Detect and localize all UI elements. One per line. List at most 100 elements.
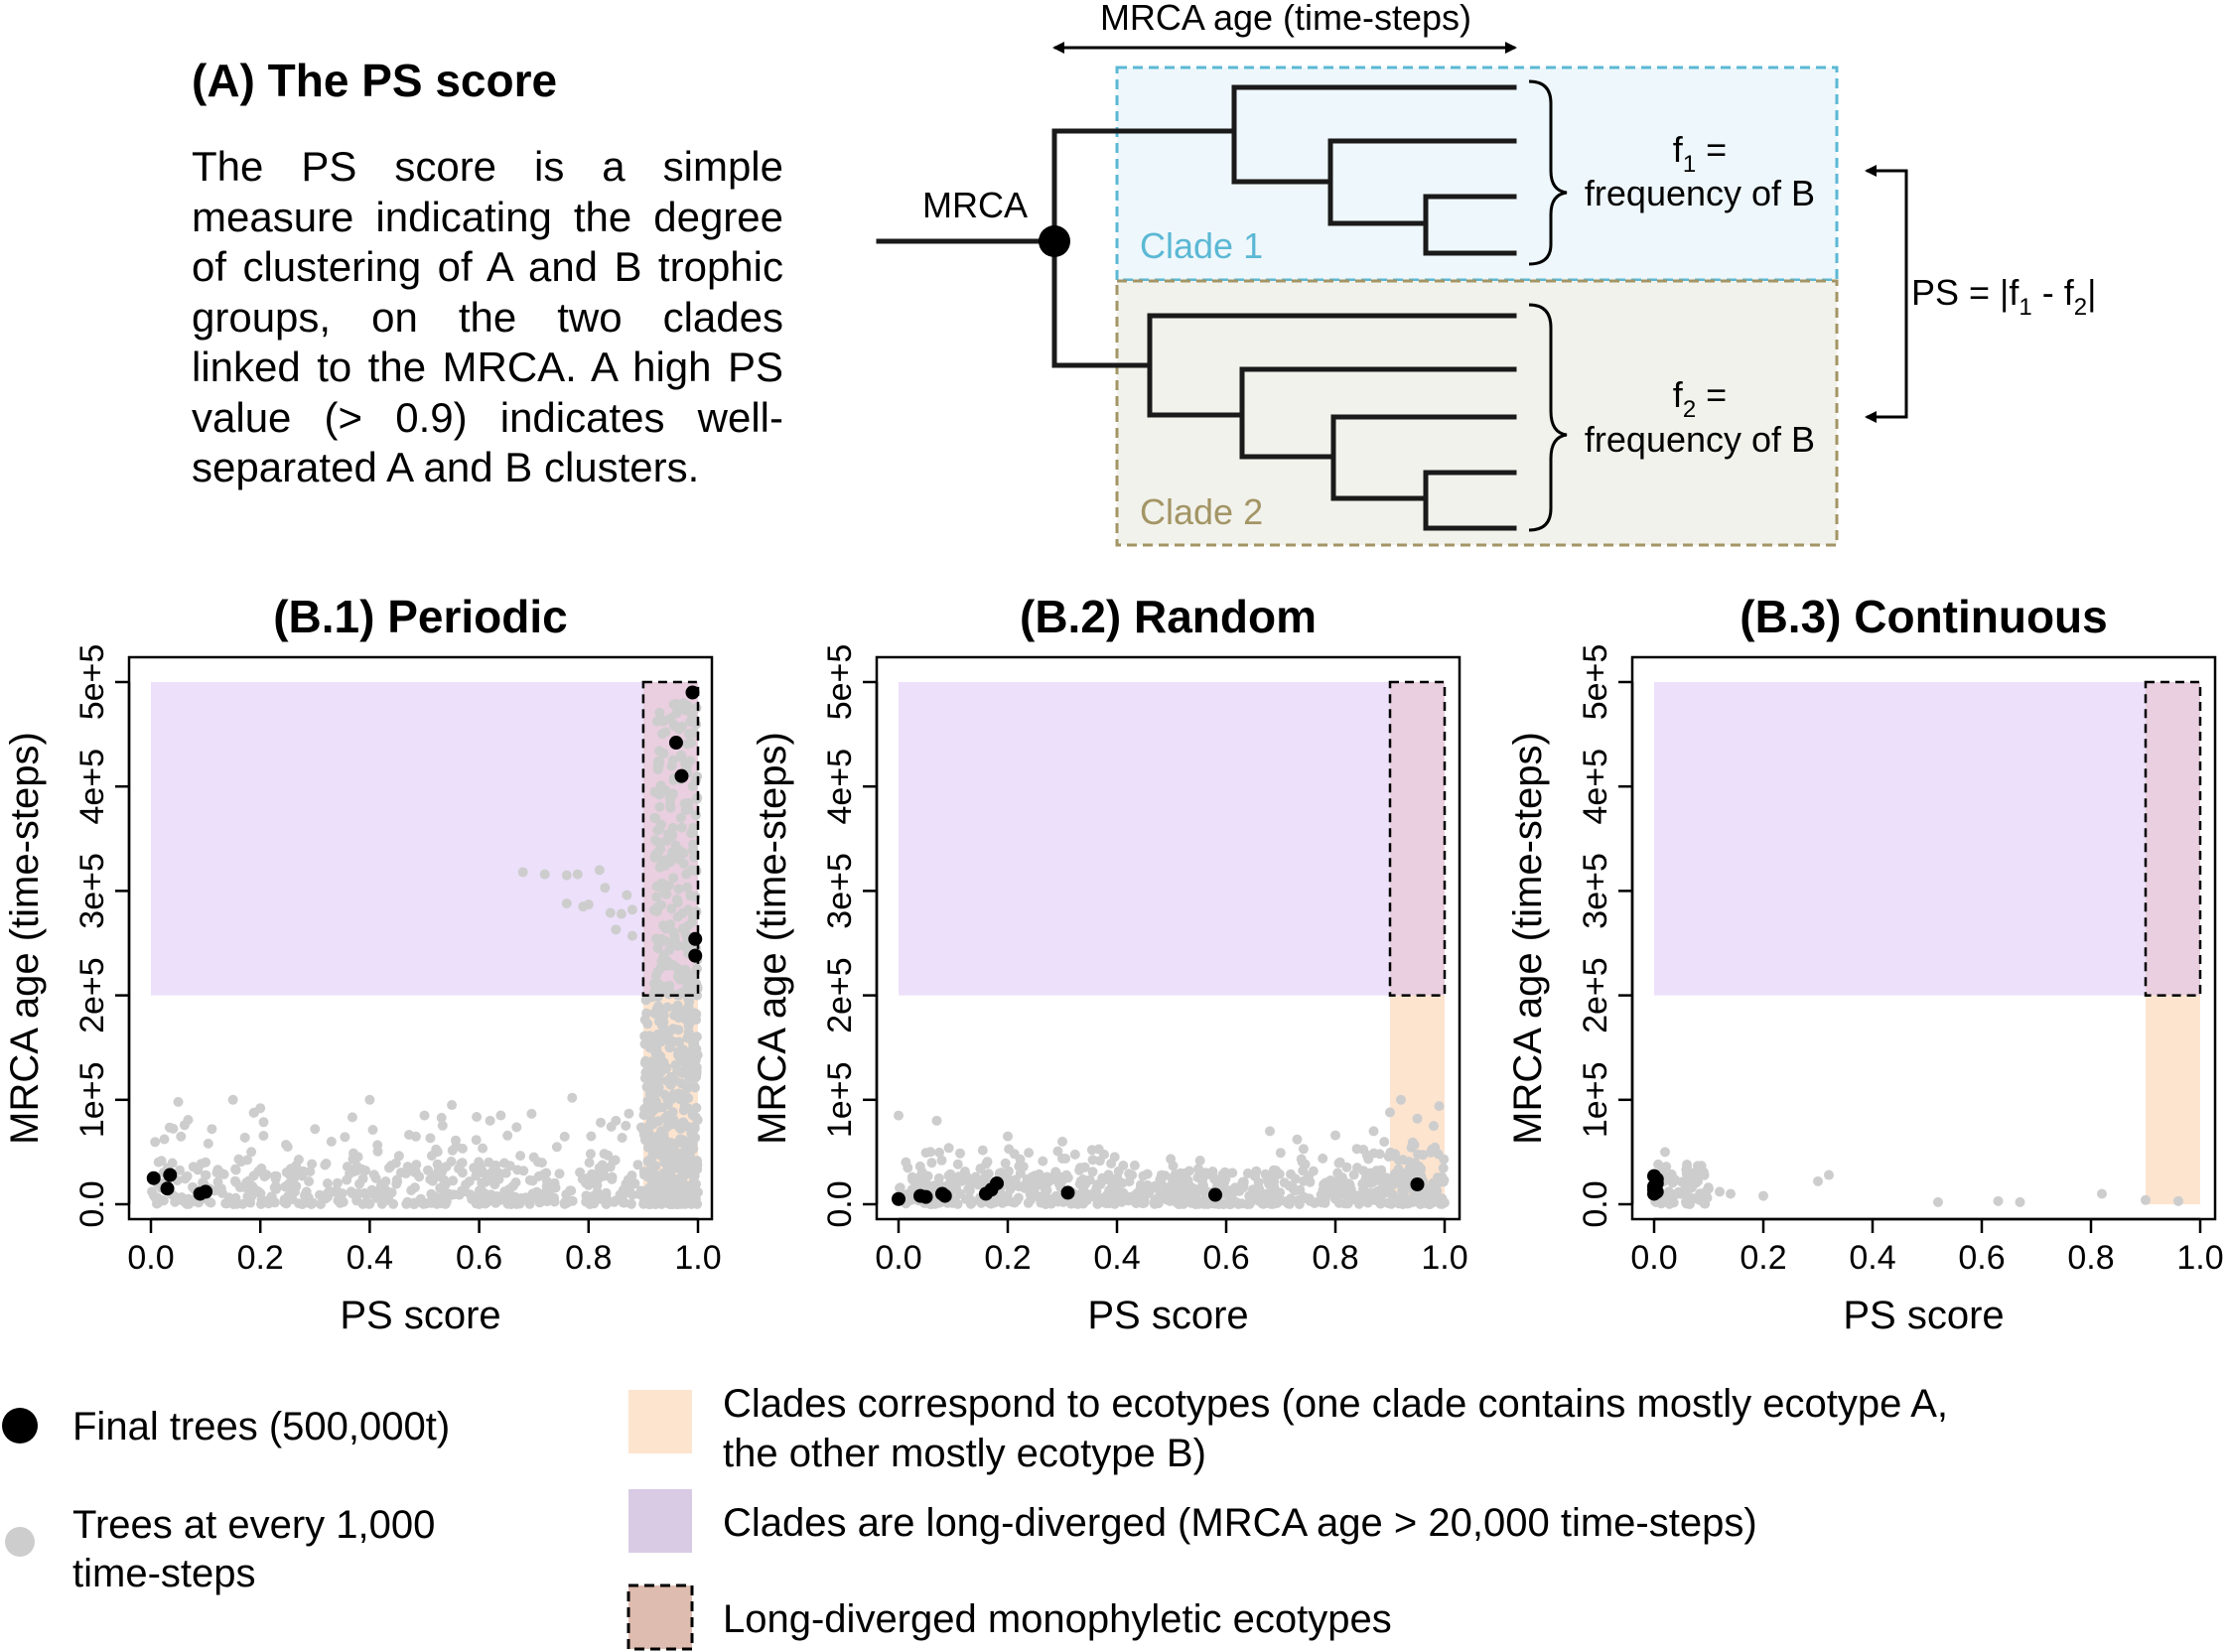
x-tick-label: 0.0	[127, 1239, 174, 1277]
y-tick-label: 3e+5	[1577, 853, 1614, 929]
gray-point	[364, 1094, 375, 1105]
gray-point	[1091, 1186, 1102, 1197]
gray-point	[1316, 1189, 1326, 1200]
x-axis: 0.0 0.2 0.4 0.6 0.8 1.0	[127, 1217, 722, 1277]
gray-point	[1296, 1154, 1307, 1165]
x-tick-label: 0.4	[1849, 1239, 1895, 1277]
gray-point	[618, 1197, 628, 1208]
x-tick-label: 0.2	[984, 1239, 1031, 1277]
gray-point	[1014, 1161, 1025, 1171]
gray-point	[567, 1195, 578, 1206]
gray-point	[667, 936, 678, 947]
gray-point	[2141, 1194, 2151, 1205]
gray-point	[671, 1187, 682, 1198]
monophyletic-box	[641, 680, 700, 997]
gray-point	[638, 1129, 649, 1140]
gray-point	[340, 1132, 350, 1143]
gray-point	[511, 1122, 522, 1133]
gray-point	[1124, 1169, 1135, 1179]
gray-point	[1684, 1199, 1695, 1209]
gray-point	[1046, 1194, 1057, 1204]
gray-point	[1092, 1198, 1103, 1209]
scatter-panels: 0.0 0.2 0.4 0.6 0.8 1.0 PS score 0.0 1e+5 2e+5 3e+…	[3, 591, 2224, 1337]
gray-point	[2173, 1195, 2183, 1206]
gray-point	[1933, 1196, 1943, 1207]
gray-point	[1365, 1194, 1375, 1205]
x-axis-label: PS score	[340, 1294, 500, 1337]
gray-point	[975, 1164, 986, 1174]
gray-point	[1099, 1192, 1110, 1203]
gray-point	[644, 1066, 655, 1077]
gray-point	[964, 1173, 975, 1184]
gray-point	[504, 1161, 515, 1171]
gray-point	[611, 1115, 622, 1126]
gray-point	[1275, 1187, 1286, 1198]
gray-point	[680, 1046, 691, 1057]
x-tick-label: 1.0	[2176, 1239, 2223, 1277]
gray-point	[673, 884, 684, 895]
gray-point	[220, 1198, 231, 1209]
gray-point	[561, 1189, 572, 1200]
gray-point	[346, 1186, 356, 1197]
final-tree-point	[163, 1168, 178, 1182]
gray-point	[537, 1188, 548, 1199]
final-tree-point	[990, 1175, 1004, 1190]
gray-point	[662, 1002, 673, 1013]
y-axis: 0.0 1e+5 2e+5 3e+5 4e+5 5e+5	[73, 644, 131, 1228]
gray-point	[432, 1198, 442, 1209]
gray-point	[1095, 1178, 1106, 1189]
gray-point	[280, 1181, 291, 1192]
gray-point	[632, 1160, 643, 1170]
gray-point	[342, 1174, 352, 1185]
gray-point	[677, 1155, 688, 1166]
gray-point	[1184, 1166, 1194, 1176]
gray-point	[684, 1072, 695, 1083]
gray-point	[605, 907, 616, 918]
final-tree-point	[1208, 1187, 1222, 1202]
clade-1-box	[1115, 66, 1839, 282]
gray-point	[1087, 1155, 1098, 1166]
x-axis: 0.0 0.2 0.4 0.6 0.8 1.0	[1630, 1217, 2224, 1277]
gray-point	[638, 1110, 649, 1121]
gray-point	[1255, 1195, 1266, 1205]
gray-point	[642, 1019, 653, 1030]
final-tree-points	[146, 685, 703, 1201]
gray-point	[624, 1108, 634, 1119]
gray-point	[642, 1058, 653, 1069]
gray-point	[289, 1172, 300, 1183]
gray-point	[507, 1180, 518, 1191]
gray-points	[1649, 1147, 2183, 1209]
gray-point	[1426, 1147, 1437, 1158]
gray-point	[658, 1129, 669, 1139]
gray-point	[502, 1130, 513, 1141]
long-diverged-region	[151, 682, 643, 996]
gray-point	[1758, 1190, 1768, 1201]
gray-point	[1292, 1134, 1303, 1145]
gray-point	[665, 919, 676, 930]
gray-point	[1298, 1166, 1309, 1176]
gray-point	[229, 1175, 240, 1186]
gray-point	[291, 1180, 302, 1191]
gray-point	[931, 1115, 942, 1126]
legend-monophyletic-swatch	[627, 1583, 694, 1651]
y-axis: 0.0 1e+5 2e+5 3e+5 4e+5 5e+5	[1577, 644, 1634, 1228]
gray-point	[680, 941, 690, 952]
gray-point	[687, 710, 698, 721]
gray-point	[370, 1172, 381, 1183]
x-axis-label: PS score	[1843, 1294, 2004, 1337]
gray-point	[1404, 1198, 1415, 1208]
gray-point	[691, 866, 702, 877]
gray-point	[665, 1164, 676, 1174]
gray-point	[1199, 1198, 1210, 1209]
gray-point	[1193, 1164, 1203, 1174]
gray-point	[375, 1180, 386, 1191]
f1-description: frequency of B	[1585, 173, 1815, 213]
gray-point	[673, 1049, 683, 1060]
y-tick-label: 5e+5	[73, 644, 111, 721]
f1-label: f1 =	[1673, 129, 1727, 178]
gray-point	[258, 1131, 269, 1141]
gray-point	[678, 848, 689, 859]
gray-point	[686, 738, 697, 749]
gray-point	[600, 883, 611, 894]
gray-point	[293, 1155, 304, 1165]
